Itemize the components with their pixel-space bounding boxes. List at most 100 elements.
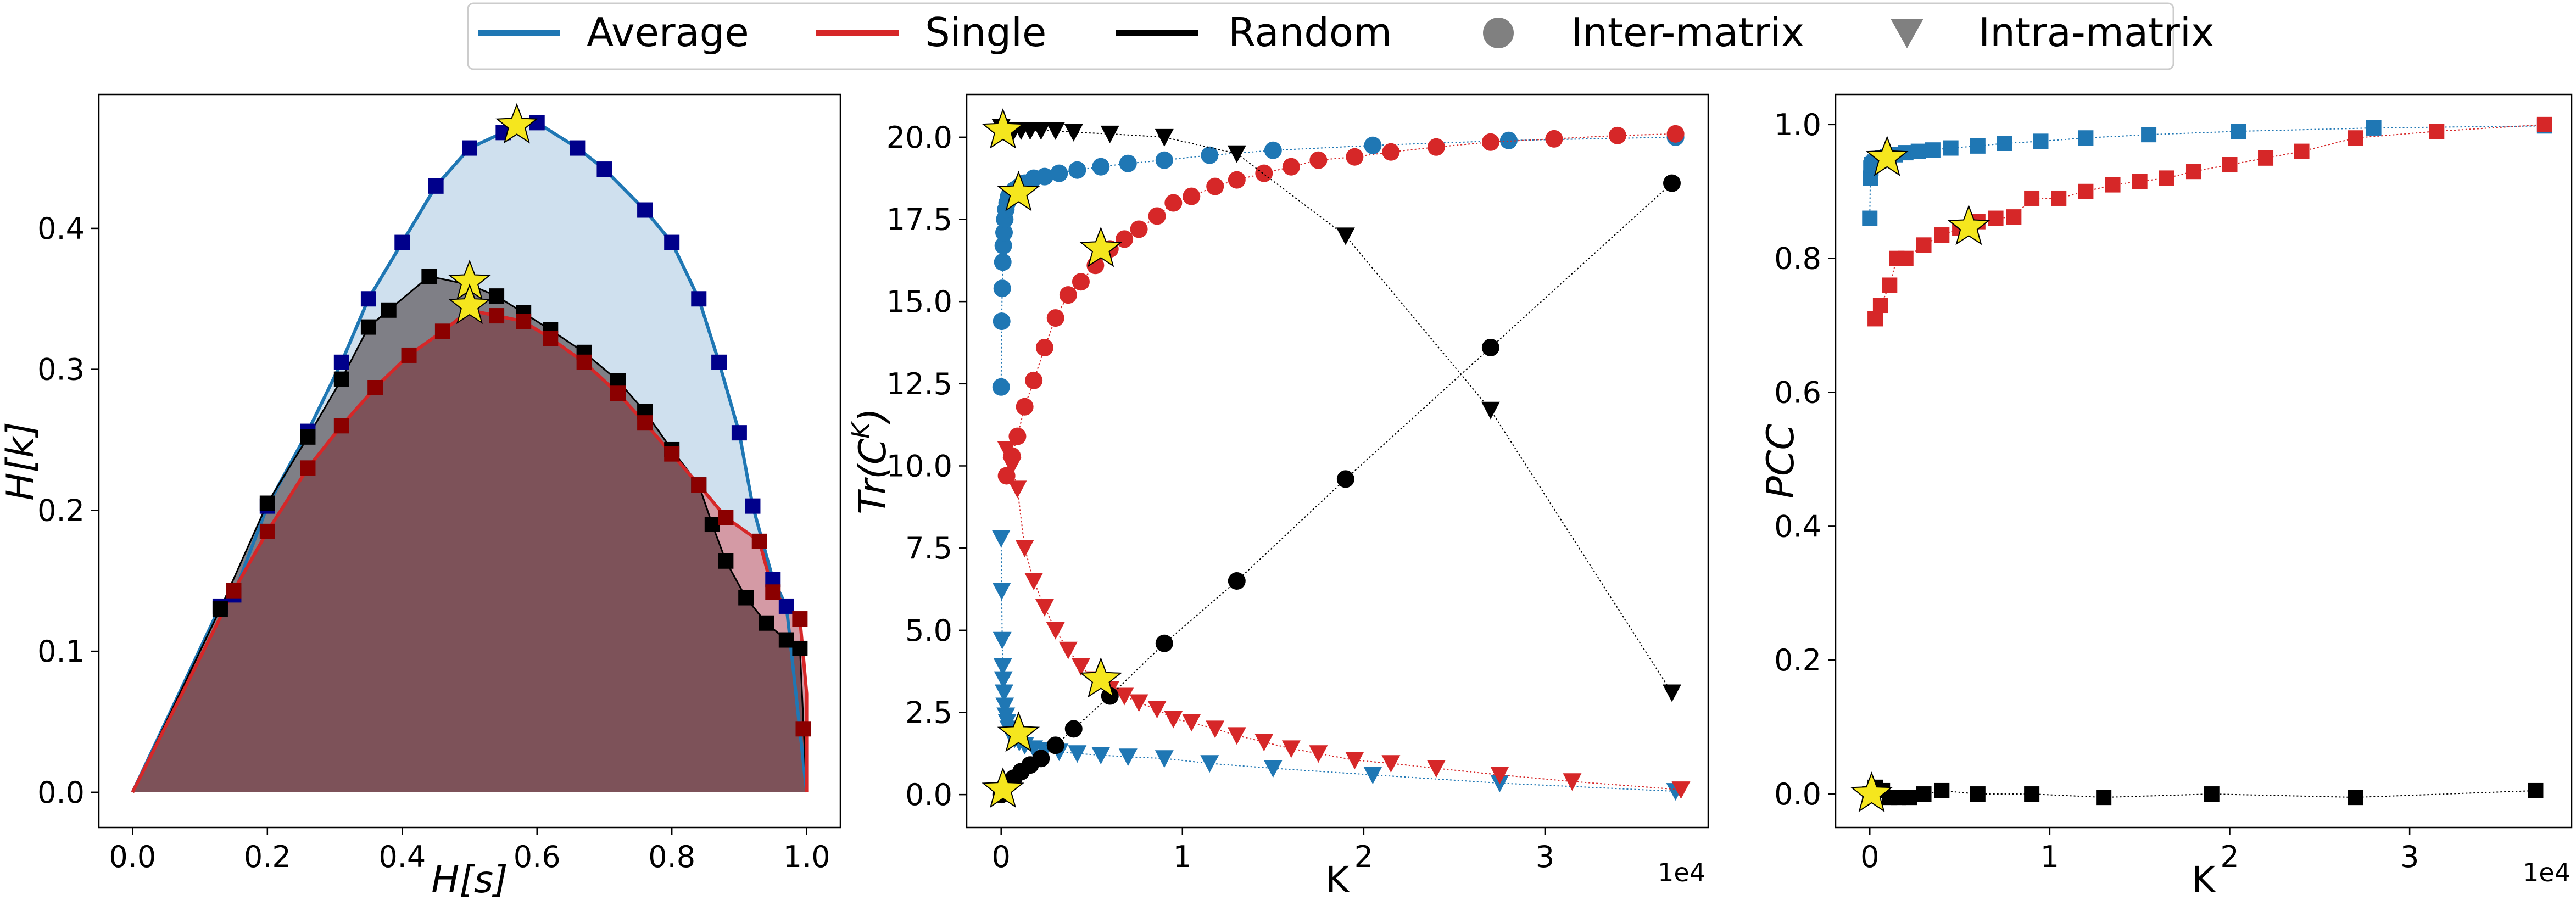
- entropy-plot-area: [131, 103, 811, 793]
- y-tick-label: 0.1: [37, 634, 85, 669]
- random-marker: [360, 319, 376, 335]
- data-point: [1035, 167, 1053, 186]
- average-marker: [394, 234, 410, 250]
- data-point: [2231, 124, 2246, 139]
- data-point: [991, 530, 1011, 548]
- random-marker: [489, 288, 505, 304]
- single-marker: [718, 510, 734, 525]
- data-point: [1046, 736, 1064, 754]
- random-marker: [381, 302, 397, 318]
- single-marker: [576, 354, 592, 370]
- legend-intra-matrix-marker: [1891, 19, 1923, 48]
- data-point: [1662, 684, 1681, 702]
- entropy-xlabel: H[s]: [431, 858, 508, 902]
- data-point: [1481, 133, 1499, 151]
- data-point: [2528, 782, 2544, 798]
- x-tick-label: 0: [992, 840, 1011, 874]
- data-point: [1426, 760, 1446, 778]
- data-point: [1282, 158, 1300, 176]
- x-tick-label: 0.6: [514, 840, 561, 874]
- average-marker: [596, 161, 612, 177]
- trace-scale-note: 1e4: [1658, 858, 1705, 887]
- data-point: [1382, 143, 1400, 161]
- trace-plot-area: [982, 108, 1691, 808]
- y-tick-label: 0.6: [1774, 376, 1821, 410]
- entropy-panel-frame: [98, 93, 841, 829]
- data-point: [1201, 146, 1219, 164]
- entropy-series-group: [131, 103, 811, 793]
- data-point: [1309, 151, 1328, 169]
- data-point: [1183, 187, 1201, 205]
- average-marker: [664, 234, 680, 250]
- series-line: [1006, 133, 1676, 476]
- y-tick-label: 2.5: [905, 695, 952, 730]
- data-point: [1155, 151, 1173, 169]
- y-tick-label: 0.8: [1774, 242, 1821, 276]
- y-tick-label: 0.4: [37, 211, 85, 246]
- optimum-star: [1079, 226, 1123, 267]
- random-marker: [300, 429, 316, 445]
- data-point: [993, 631, 1012, 650]
- y-tick-label: 10.0: [886, 449, 952, 483]
- random-marker: [259, 495, 275, 511]
- legend-single-label: Single: [925, 9, 1046, 55]
- data-point: [1364, 136, 1382, 154]
- data-point: [1666, 125, 1685, 143]
- data-point: [1206, 720, 1225, 739]
- data-point: [1227, 727, 1246, 745]
- y-tick-label: 0.0: [1774, 777, 1821, 812]
- x-tick-label: 3: [1536, 840, 1554, 874]
- single-marker: [300, 460, 316, 476]
- data-point: [1059, 286, 1077, 304]
- data-point: [1155, 634, 1173, 652]
- data-point: [1032, 750, 1050, 768]
- data-point: [2429, 124, 2445, 139]
- x-tick-label: 2: [1354, 840, 1373, 874]
- data-point: [992, 378, 1010, 396]
- data-point: [1035, 338, 1053, 356]
- x-tick-label: 0.2: [244, 840, 291, 874]
- data-point: [1046, 622, 1065, 640]
- data-point: [1015, 540, 1034, 558]
- data-point: [2258, 150, 2274, 166]
- data-point: [2033, 133, 2049, 149]
- single-marker: [637, 415, 653, 431]
- data-point: [1988, 210, 2004, 226]
- optimum-star: [1947, 204, 1990, 245]
- data-point: [2096, 790, 2112, 806]
- data-point: [1002, 457, 1022, 476]
- data-point: [2051, 190, 2067, 206]
- legend: Average Single Random Inter-matrix Intra…: [467, 2, 2215, 70]
- data-point: [1916, 786, 1932, 802]
- optimum-star: [982, 767, 1024, 808]
- data-point: [1182, 714, 1201, 732]
- optimum-star: [495, 103, 538, 144]
- legend-inter-matrix-marker: [1483, 18, 1514, 48]
- data-point: [995, 223, 1013, 242]
- trace-panel: 0 1 2 3 0.0 2.5 5.0 7.5 10.0 12.5 15.0 17.5 20.0 K 1…: [847, 93, 1709, 901]
- data-point: [995, 697, 1014, 715]
- data-point: [1228, 171, 1246, 189]
- data-point: [1970, 786, 1986, 802]
- data-point: [1263, 760, 1283, 778]
- data-point: [1490, 767, 1509, 785]
- data-point: [1862, 210, 1878, 226]
- data-point: [2366, 120, 2382, 136]
- single-marker: [795, 721, 811, 737]
- data-point: [2078, 183, 2094, 199]
- random-marker: [778, 632, 794, 648]
- optimum-star: [982, 108, 1024, 149]
- data-point: [1427, 138, 1445, 156]
- data-point: [997, 441, 1016, 459]
- x-tick-label: 1: [1173, 840, 1192, 874]
- data-point: [1227, 145, 1246, 163]
- x-tick-label: 2: [2220, 840, 2239, 874]
- single-marker: [751, 533, 767, 549]
- data-point: [2204, 786, 2220, 802]
- data-point: [1381, 755, 1401, 773]
- data-point: [1129, 694, 1148, 712]
- data-point: [2024, 786, 2040, 802]
- data-point: [1206, 177, 1224, 195]
- data-point: [993, 658, 1012, 676]
- data-point: [1058, 641, 1078, 659]
